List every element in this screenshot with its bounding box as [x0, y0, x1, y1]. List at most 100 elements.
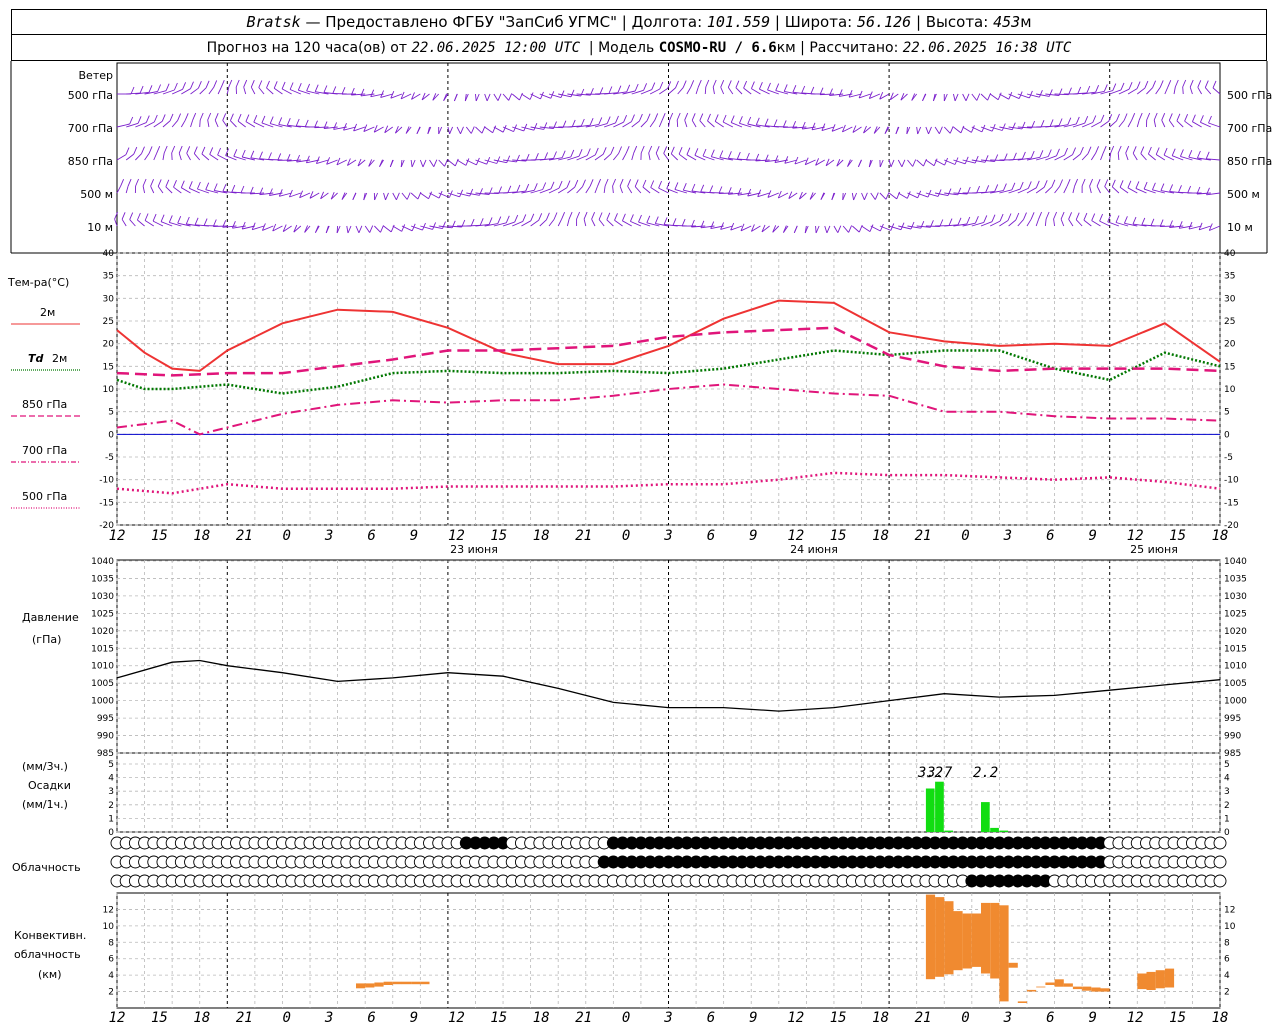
- wind-barb: [305, 155, 320, 164]
- wind-barb: [848, 90, 862, 98]
- xaxis-hour-label-bottom: 15: [151, 1010, 168, 1024]
- wind-barb: [502, 154, 520, 163]
- wind-barb: [1017, 212, 1027, 227]
- wind-barb: [432, 93, 440, 101]
- legend-td-prefix: Td: [28, 352, 44, 365]
- wind-barb: [755, 117, 770, 128]
- wind-barb: [907, 159, 917, 167]
- wind-barb: [852, 125, 862, 133]
- wind-barb: [466, 188, 483, 196]
- precip-ytick: 2: [108, 801, 114, 811]
- wind-barb: [1063, 179, 1071, 194]
- precip-data-label: 3.2: [917, 765, 943, 781]
- temp-ytick-right: 30: [1224, 294, 1236, 304]
- wind-barb: [353, 123, 366, 132]
- wind-barb: [411, 92, 421, 100]
- wind-barb: [1072, 85, 1091, 95]
- xaxis-hour-label-bottom: 6: [707, 1010, 715, 1024]
- wind-barb: [900, 93, 908, 101]
- wind-barb: [548, 150, 566, 161]
- wind-barb: [304, 225, 311, 233]
- wind-barb: [557, 212, 566, 227]
- pressure-ytick-right: 985: [1224, 749, 1241, 759]
- wind-barb: [971, 155, 989, 163]
- wind-barb: [953, 156, 969, 165]
- wind-barb: [738, 116, 752, 128]
- wind-barb: [719, 150, 733, 161]
- wind-barb: [150, 179, 155, 194]
- xaxis-hour-label: 12: [1127, 528, 1144, 544]
- wind-barb: [135, 115, 150, 128]
- pressure-ytick: 1030: [91, 592, 114, 602]
- wind-barb: [278, 189, 292, 197]
- wind-barb: [190, 81, 202, 95]
- xaxis-hour-label-bottom: 6: [367, 1010, 375, 1024]
- xaxis-hour-label: 18: [193, 528, 210, 544]
- conv-bar: [1146, 971, 1156, 990]
- wind-barb: [521, 213, 535, 227]
- wind-barb: [911, 93, 918, 101]
- temp-ytick-right: 5: [1224, 408, 1230, 418]
- wind-barb: [320, 191, 329, 200]
- wind-barb: [1107, 214, 1120, 227]
- wind-barb: [1026, 150, 1044, 161]
- wind-barb: [116, 116, 134, 128]
- wind-barb: [281, 81, 292, 95]
- wind-barb: [879, 159, 884, 168]
- wind-barb: [999, 92, 1013, 100]
- precip-ytick: 3: [108, 787, 114, 797]
- wind-barb: [249, 186, 265, 195]
- wind-barb: [842, 225, 853, 233]
- wind-barb: [1136, 80, 1149, 95]
- wind-barb: [971, 185, 990, 194]
- wind-barb: [222, 113, 228, 128]
- wind-barb: [379, 159, 384, 167]
- wind-barb: [212, 219, 228, 227]
- wind-barb: [1189, 79, 1194, 95]
- wind-barb: [222, 220, 237, 228]
- wind-barb: [870, 192, 879, 200]
- pressure-ytick-right: 1030: [1224, 592, 1247, 602]
- wind-barb: [447, 158, 459, 167]
- wind-barb: [233, 149, 246, 161]
- xaxis-hour-label-bottom: 21: [236, 1010, 253, 1024]
- wind-barb: [1206, 187, 1221, 196]
- wind-barb: [916, 158, 927, 167]
- wind-barb: [1191, 114, 1202, 128]
- wind-barb: [288, 189, 301, 198]
- wind-barb: [820, 192, 826, 200]
- wind-barb: [1188, 221, 1202, 230]
- wind-barb: [241, 149, 255, 161]
- wind-barb: [207, 112, 212, 128]
- wind-barb: [530, 182, 547, 194]
- temp-ytick-right: -15: [1224, 498, 1239, 508]
- wind-barb: [157, 179, 164, 194]
- wind-barb: [897, 159, 906, 168]
- wind-barb: [1063, 116, 1080, 128]
- wind-barb: [222, 184, 237, 194]
- wind-barb: [180, 113, 189, 128]
- wind-barb: [289, 82, 302, 95]
- wind-barb: [934, 126, 943, 134]
- wind-barb: [576, 118, 594, 128]
- wind-barb: [567, 149, 583, 161]
- wind-barb: [392, 224, 406, 232]
- model-label: Модель: [598, 40, 655, 56]
- wind-barb: [512, 123, 528, 132]
- alt-unit: м: [1020, 13, 1032, 31]
- conv-ytick-right: 8: [1224, 938, 1230, 948]
- wind-barb: [614, 213, 623, 227]
- xaxis-hour-label-bottom: 3: [663, 1010, 672, 1024]
- conv-bar: [981, 902, 991, 974]
- wind-barb: [1155, 147, 1166, 161]
- temp-ytick-right: 35: [1224, 272, 1235, 282]
- conv-bar: [383, 981, 393, 985]
- xaxis-hour-label: 12: [787, 528, 804, 544]
- wind-barb: [384, 125, 394, 134]
- wind-barb: [566, 211, 573, 227]
- wind-barb: [1045, 148, 1060, 161]
- xaxis-hour-label: 15: [1169, 528, 1186, 544]
- wind-barb: [953, 93, 959, 102]
- wind-barb: [1160, 183, 1175, 194]
- precip-ytick: 0: [108, 828, 114, 838]
